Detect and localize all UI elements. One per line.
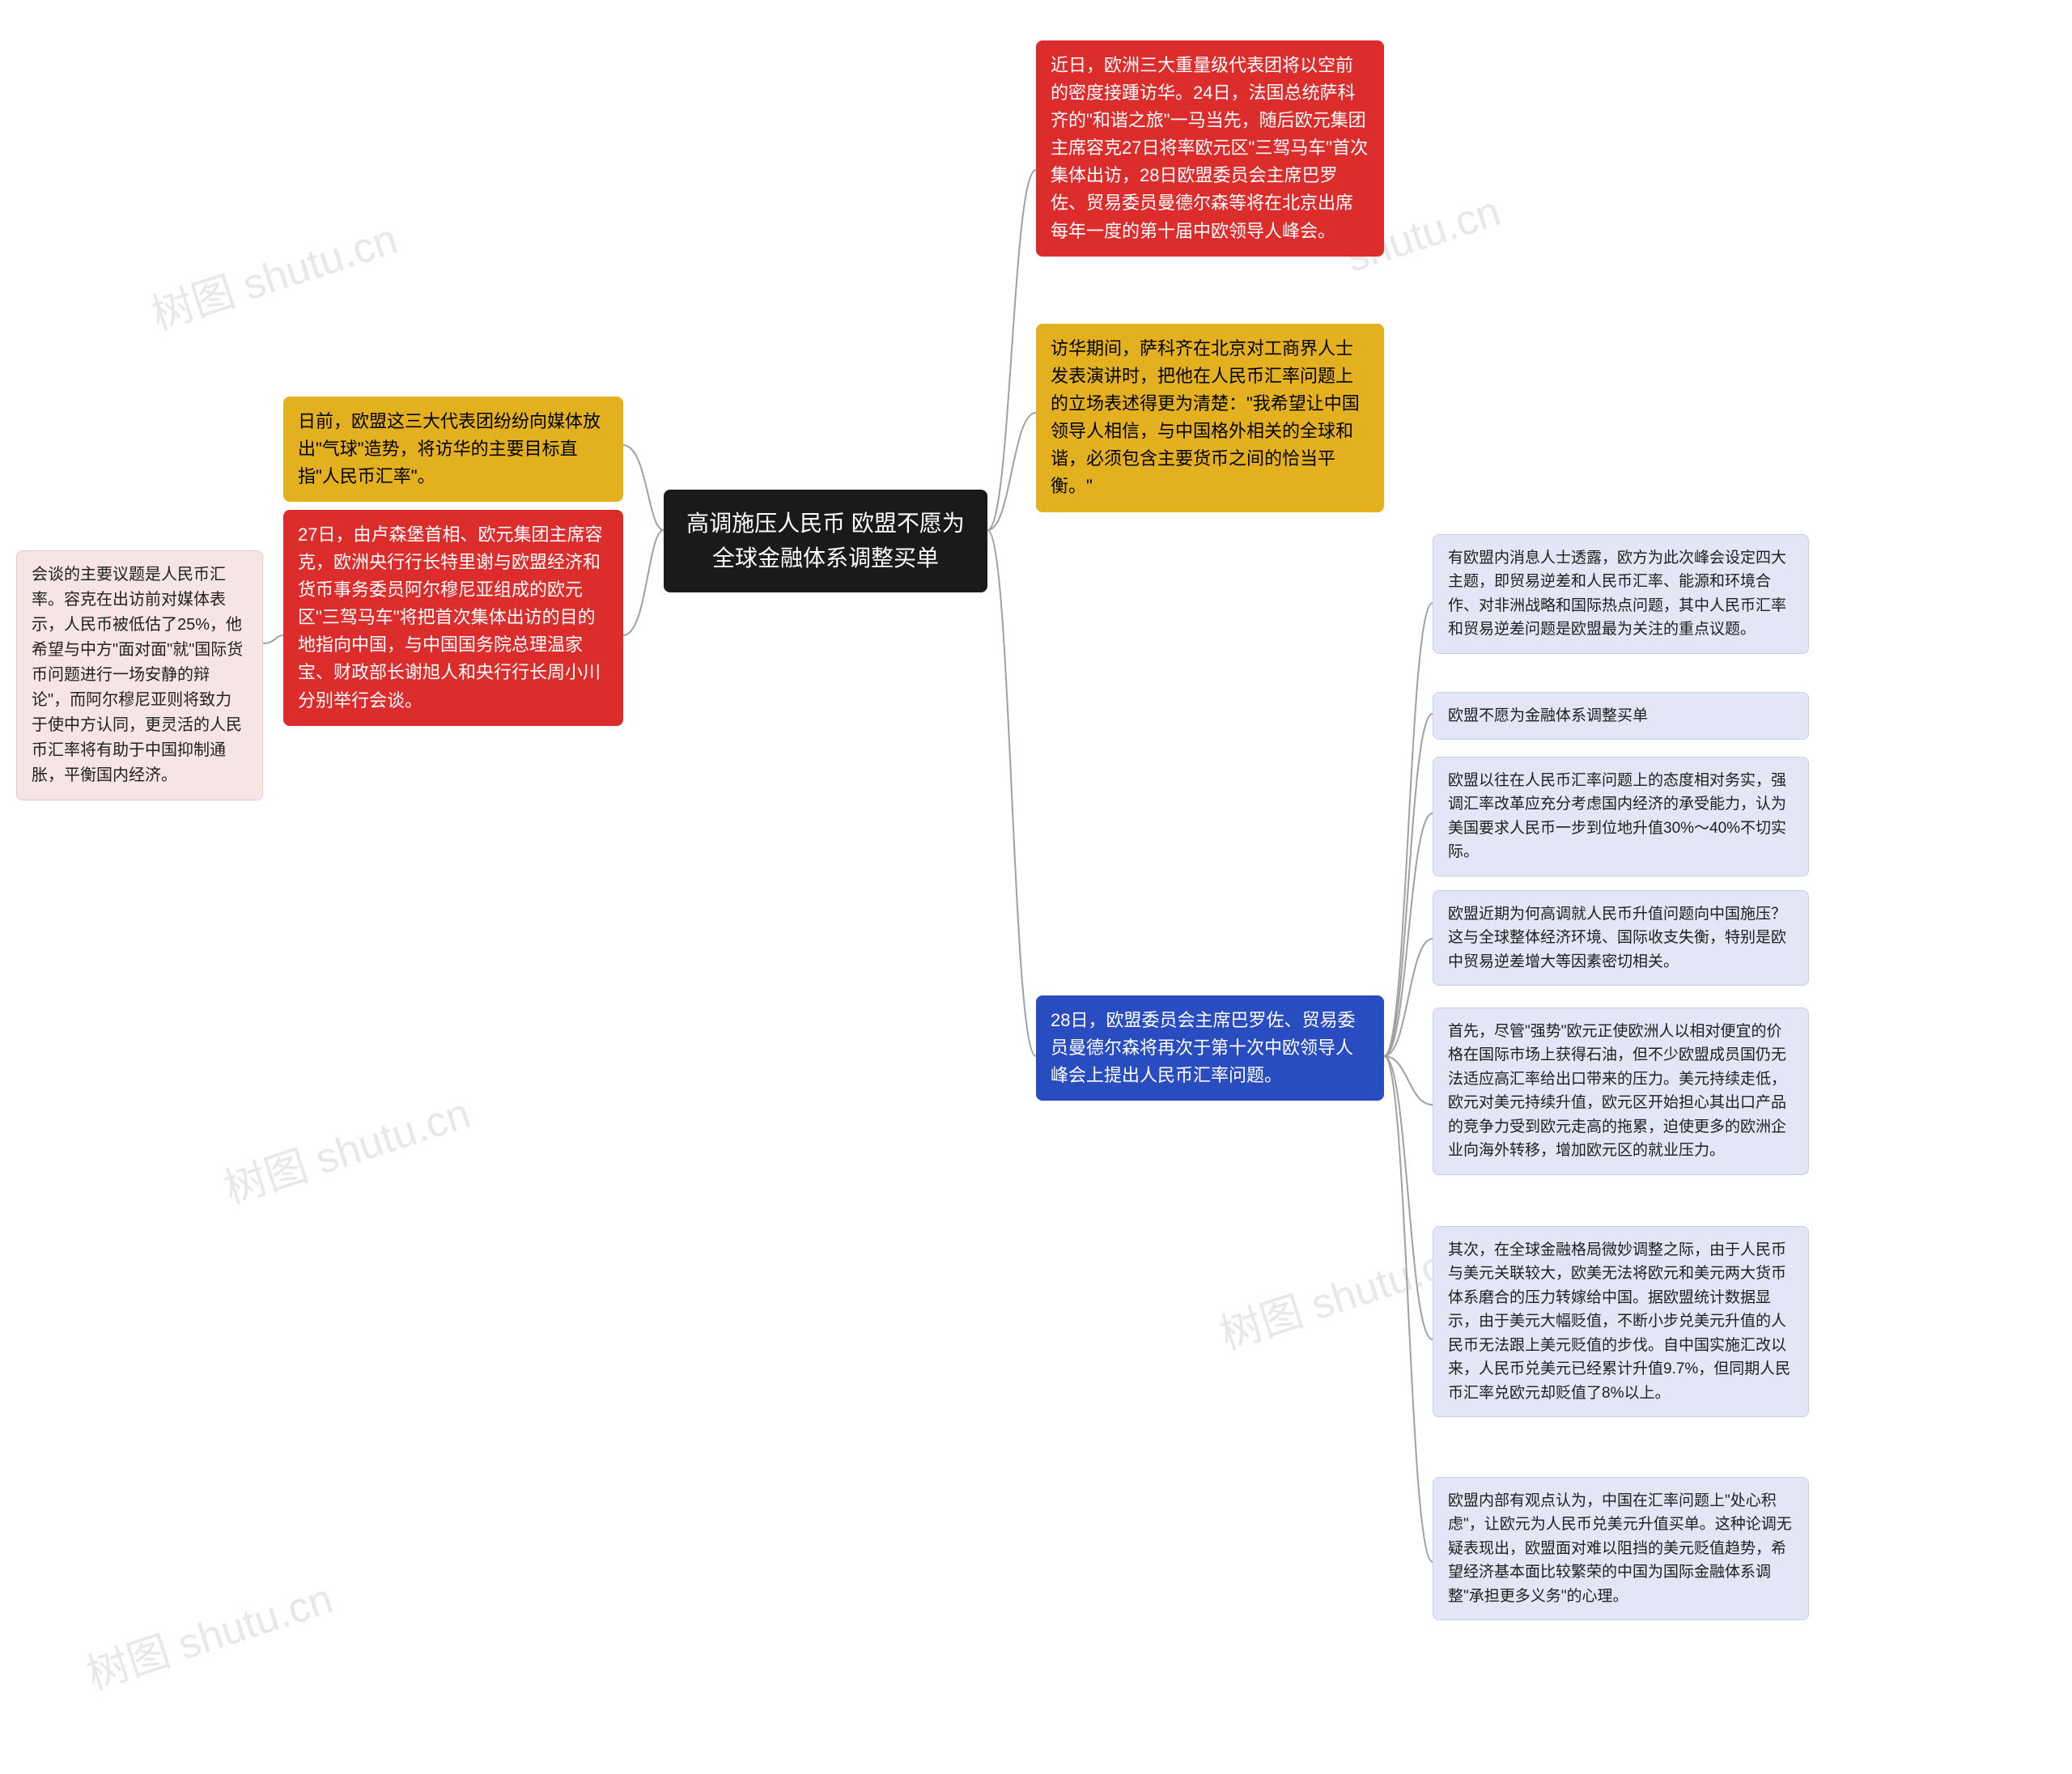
lav-node-4[interactable]: 欧盟近期为何高调就人民币升值问题向中国施压？这与全球整体经济环境、国际收支失衡，… (1433, 890, 1809, 986)
left-yellow-node[interactable]: 日前，欧盟这三大代表团纷纷向媒体放出"气球"造势，将访华的主要目标直指"人民币汇… (283, 397, 623, 502)
right-yellow-node[interactable]: 访华期间，萨科齐在北京对工商界人士发表演讲时，把他在人民币汇率问题上的立场表述得… (1036, 324, 1384, 512)
right-blue-node[interactable]: 28日，欧盟委员会主席巴罗佐、贸易委员曼德尔森将再次于第十次中欧领导人峰会上提出… (1036, 995, 1384, 1101)
watermark: 树图 shutu.cn (215, 1079, 477, 1216)
lav-node-5[interactable]: 首先，尽管"强势"欧元正使欧洲人以相对便宜的价格在国际市场上获得石油，但不少欧盟… (1433, 1008, 1809, 1175)
lav-node-6[interactable]: 其次，在全球金融格局微妙调整之际，由于人民币与美元关联较大，欧美无法将欧元和美元… (1433, 1226, 1809, 1417)
lav-node-2[interactable]: 欧盟不愿为金融体系调整买单 (1433, 692, 1809, 740)
center-node[interactable]: 高调施压人民币 欧盟不愿为全球金融体系调整买单 (664, 490, 987, 592)
lav-node-7[interactable]: 欧盟内部有观点认为，中国在汇率问题上"处心积虑"，让欧元为人民币兑美元升值买单。… (1433, 1477, 1809, 1620)
left-pink-node[interactable]: 会谈的主要议题是人民币汇率。容克在出访前对媒体表示，人民币被低估了25%，他希望… (16, 550, 263, 800)
lav-node-1[interactable]: 有欧盟内消息人士透露，欧方为此次峰会设定四大主题，即贸易逆差和人民币汇率、能源和… (1433, 534, 1809, 654)
right-red-node[interactable]: 近日，欧洲三大重量级代表团将以空前的密度接踵访华。24日，法国总统萨科齐的"和谐… (1036, 40, 1384, 257)
lav-node-3[interactable]: 欧盟以往在人民币汇率问题上的态度相对务实，强调汇率改革应充分考虑国内经济的承受能… (1433, 757, 1809, 876)
watermark: 树图 shutu.cn (78, 1564, 339, 1701)
watermark: 树图 shutu.cn (142, 205, 404, 342)
left-red-node[interactable]: 27日，由卢森堡首相、欧元集团主席容克，欧洲央行行长特里谢与欧盟经济和货币事务委… (283, 510, 623, 726)
